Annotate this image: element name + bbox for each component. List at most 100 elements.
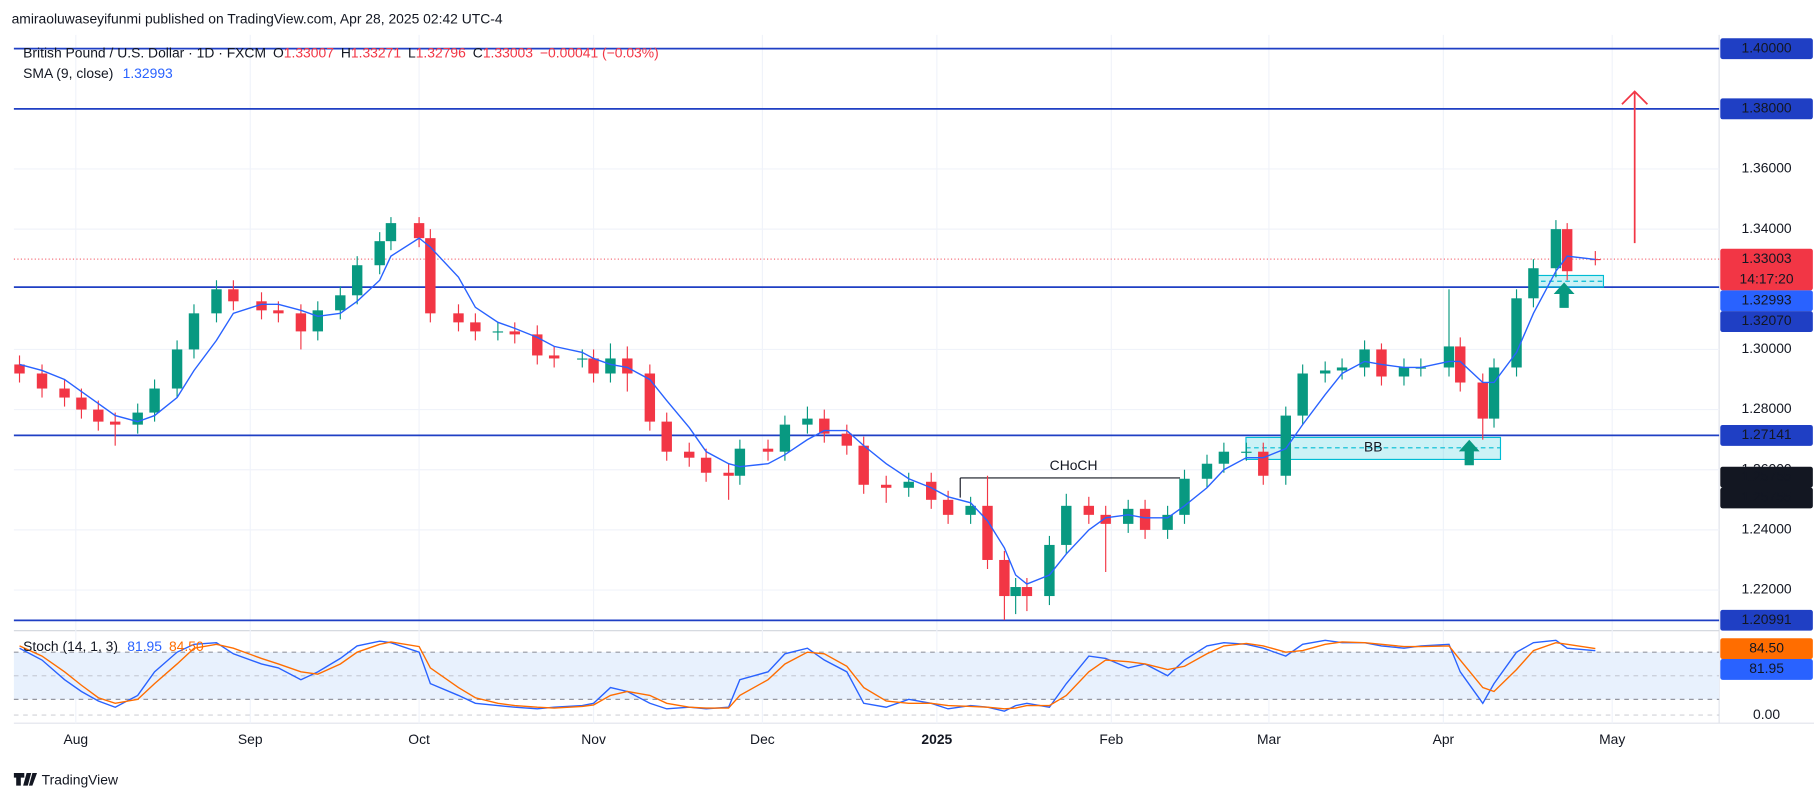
price-label: 14:17:20 — [1740, 271, 1794, 287]
price-label-bg — [1720, 38, 1813, 60]
bb-label: BB — [1364, 439, 1383, 455]
candle-body — [858, 445, 869, 485]
candle-body — [109, 421, 121, 425]
candle-body — [93, 409, 104, 422]
x-tick-label: 2025 — [921, 731, 952, 747]
candle-body — [577, 358, 588, 360]
candle-body — [1201, 463, 1213, 479]
ohlc-value: 1.32796 — [416, 44, 466, 60]
candle-body — [588, 358, 599, 374]
price-label: 1.25755 — [1741, 489, 1791, 505]
candle-body — [413, 223, 425, 239]
candle-body — [532, 334, 543, 356]
candle-body — [76, 397, 87, 410]
target-arrow-head — [1621, 90, 1649, 105]
candle-body — [723, 472, 734, 476]
candle-body — [509, 331, 520, 335]
candle-body — [1561, 229, 1573, 272]
candle-body — [1280, 415, 1291, 476]
candle-body — [1488, 367, 1500, 419]
candle-body — [903, 481, 914, 488]
candle-body — [1044, 544, 1055, 597]
candle-body — [1319, 370, 1331, 374]
ohlc-prefix: L — [408, 44, 416, 60]
logo-mark — [13, 772, 38, 786]
ohlc-prefix: O — [273, 44, 284, 60]
sma-line — [19, 237, 1596, 585]
x-tick-label: Aug — [63, 731, 88, 747]
candle-body — [211, 289, 222, 314]
price-label-bg — [1720, 487, 1813, 509]
candle-body — [548, 355, 560, 359]
signal-arrow — [1458, 439, 1480, 466]
candle-body — [1297, 373, 1308, 416]
y-tick-label: 1.30000 — [1741, 340, 1791, 356]
sma-value: 1.32993 — [123, 65, 173, 81]
price-label-bg — [1720, 248, 1813, 291]
candle-body — [661, 421, 672, 452]
candle-body — [644, 373, 656, 422]
x-tick-label: Nov — [581, 731, 606, 747]
ohlc-value: 1.33271 — [351, 44, 401, 60]
y-tick-label: 1.28000 — [1741, 400, 1791, 416]
candle-body — [779, 424, 791, 452]
stoch-name: Stoch (14, 1, 3) — [23, 638, 118, 654]
candle-body — [1021, 587, 1033, 597]
candle-body — [14, 364, 25, 374]
ohlc-value: 1.33007 — [284, 44, 334, 60]
publisher: amiraoluwaseyifunmi published on Trading… — [12, 10, 503, 26]
candle-body — [1376, 349, 1387, 377]
candle-body — [351, 265, 363, 296]
candle-body — [385, 223, 397, 242]
candle-body — [59, 388, 70, 398]
stoch-k-value: 81.95 — [127, 638, 162, 654]
candle-body — [335, 295, 346, 311]
candle-body — [256, 301, 267, 311]
candle-body — [1550, 229, 1562, 269]
candle-body — [965, 505, 976, 515]
candle-body — [1455, 346, 1466, 383]
ohlc-value: 1.33003 — [483, 44, 533, 60]
symbol-legend: British Pound / U.S. Dollar · 1D · FXCM O… — [23, 44, 659, 60]
y-tick-label: 1.36000 — [1741, 160, 1791, 176]
ohlc-prefix: H — [341, 44, 351, 60]
x-tick-label: Dec — [750, 731, 775, 747]
candle-body — [1511, 298, 1522, 368]
candle-body — [149, 388, 160, 413]
candle-body — [1061, 505, 1072, 545]
candle-body — [1398, 367, 1410, 377]
candle-body — [881, 484, 892, 488]
candle-body — [734, 448, 746, 476]
candle-body — [1443, 346, 1455, 368]
y-tick-label: 1.24000 — [1741, 521, 1791, 537]
price-label: 84.50 — [1749, 639, 1784, 655]
candle-body — [1477, 382, 1488, 419]
price-label: 81.95 — [1749, 660, 1784, 676]
candle-body — [1359, 349, 1370, 368]
candle-body — [374, 241, 385, 266]
price-label: 1.32070 — [1741, 312, 1791, 328]
candle-body — [228, 289, 239, 302]
price-label-bg — [1720, 311, 1813, 333]
choch-label: CHoCH — [1050, 457, 1098, 473]
sma-name: SMA (9, close) — [23, 65, 113, 81]
candle-body — [171, 349, 183, 389]
candle-body — [926, 481, 937, 500]
candle-body — [1123, 508, 1134, 524]
stoch-d-line — [19, 641, 1596, 710]
price-label-bg — [1720, 98, 1813, 120]
price-label-bg — [1720, 290, 1813, 312]
candle-body — [1218, 451, 1230, 464]
y-tick-label: 1.34000 — [1741, 220, 1791, 236]
price-label: 1.38000 — [1741, 100, 1791, 116]
price-label: 1.32993 — [1741, 291, 1791, 307]
price-label-bg — [1720, 638, 1813, 660]
candle-body — [982, 505, 993, 560]
candle-body — [622, 358, 633, 374]
tradingview-logo — [13, 772, 38, 786]
candle-body — [1083, 505, 1095, 515]
symbol-title: British Pound / U.S. Dollar · 1D · FXCM — [23, 44, 266, 60]
candle-body — [942, 499, 954, 515]
price-label-bg — [1720, 425, 1813, 446]
